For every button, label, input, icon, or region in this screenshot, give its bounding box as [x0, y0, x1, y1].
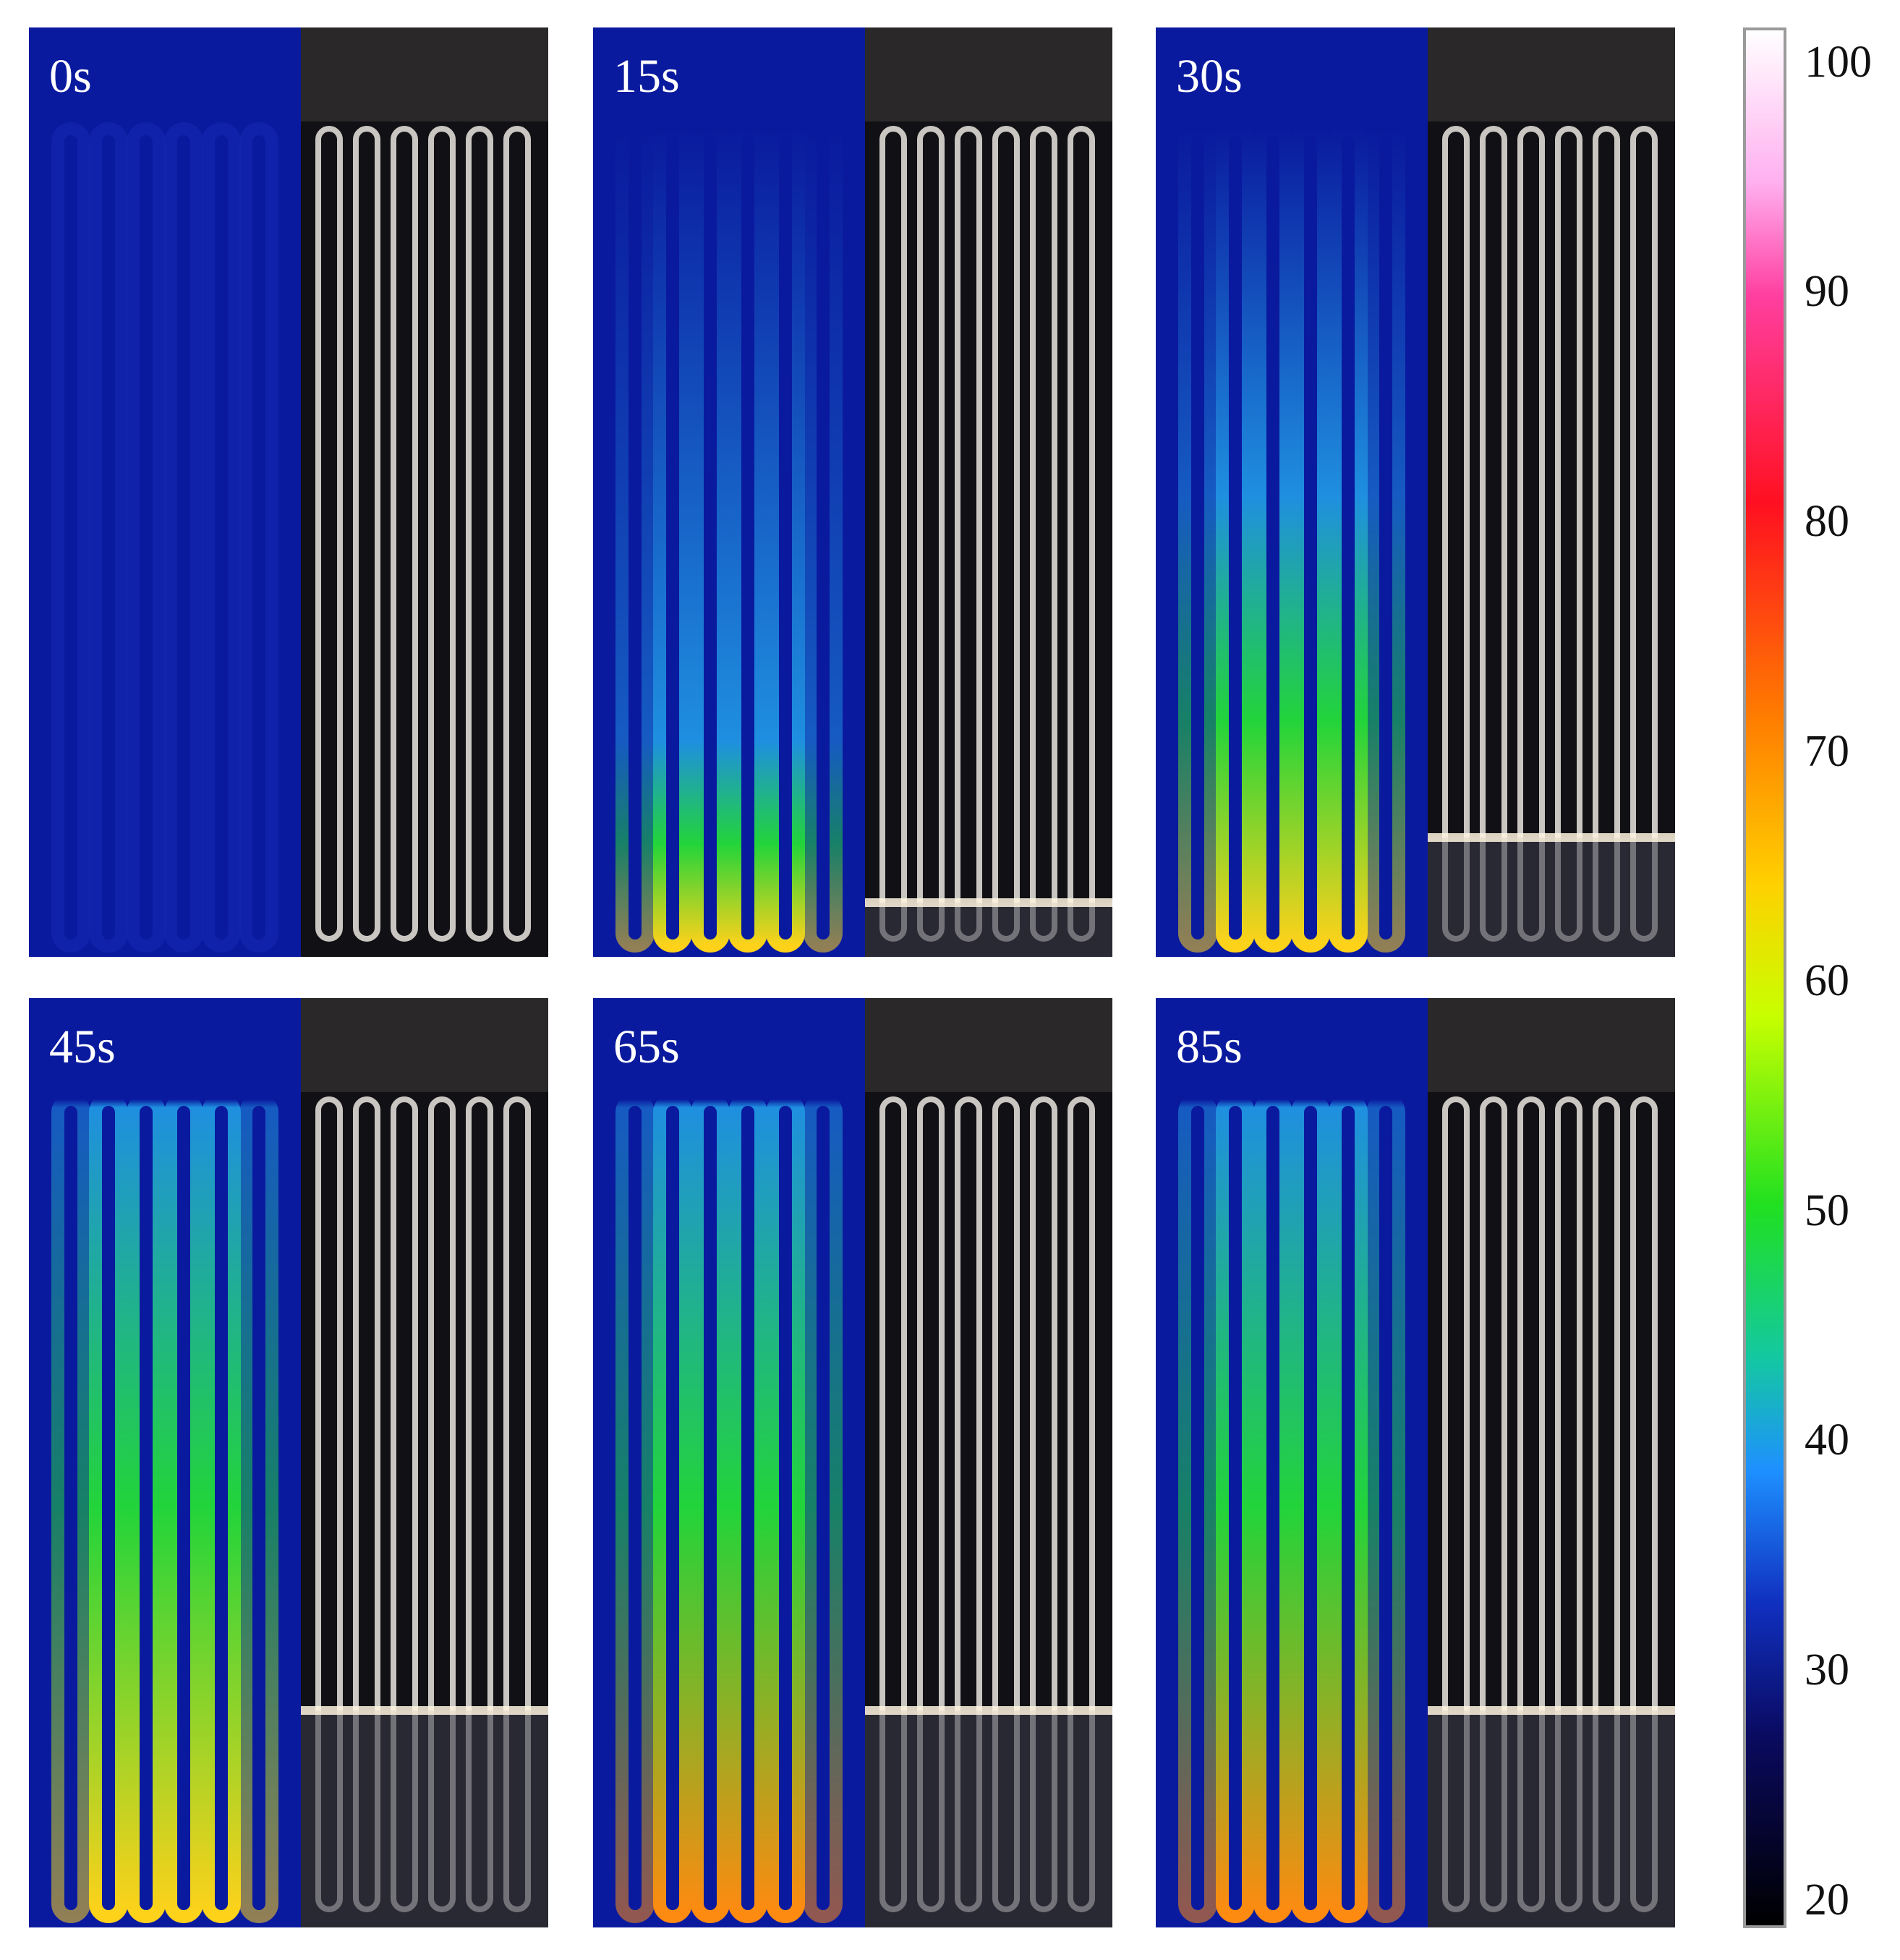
channel-loop: [691, 122, 730, 953]
panel-0s: 0s: [29, 27, 548, 957]
channel-loop: [766, 1093, 805, 1923]
time-label: 85s: [1176, 1021, 1243, 1073]
channel-loop: [164, 1093, 203, 1923]
colorbar-tick: 20: [1805, 1875, 1849, 1925]
channel-loop: [615, 122, 655, 953]
channel-loop: [51, 122, 90, 953]
panel-15s: 15s: [593, 27, 1112, 957]
channel-loop: [1366, 122, 1405, 953]
colorbar-tick: 40: [1805, 1415, 1849, 1465]
channel-loop: [728, 122, 767, 953]
panel-image: [29, 998, 548, 1927]
time-label: 45s: [49, 1021, 116, 1073]
photo-channel: [391, 126, 418, 942]
photo-channel: [428, 126, 456, 942]
channel-loop: [1253, 122, 1292, 953]
panel-image: [1156, 27, 1675, 957]
channel-loop: [653, 122, 692, 953]
channel-loop: [239, 122, 278, 953]
photo-channel: [353, 126, 380, 942]
channel-loop: [1291, 1093, 1330, 1923]
channel-loop: [1178, 122, 1217, 953]
channel-loop: [1178, 1093, 1217, 1923]
channel-loop: [202, 1093, 241, 1923]
channel-loop: [1253, 1093, 1292, 1923]
colorbar-tick: 100: [1805, 38, 1872, 87]
channel-loop: [89, 122, 128, 953]
channel-loop: [1291, 122, 1330, 953]
photo-channel: [315, 126, 343, 942]
panel-65s: 65s: [593, 998, 1112, 1927]
channel-loop: [691, 1093, 730, 1923]
channel-loop: [127, 122, 166, 953]
time-label: 0s: [49, 50, 92, 103]
photo-channel: [466, 126, 493, 942]
colorbar-tick: 50: [1805, 1186, 1849, 1235]
channel-loop: [615, 1093, 655, 1923]
panel-30s: 30s: [1156, 27, 1675, 957]
channel-loop: [1216, 1093, 1255, 1923]
channel-loop: [1329, 1093, 1368, 1923]
channel-loop: [127, 1093, 166, 1923]
panel-image: [593, 27, 1112, 957]
colorbar-tick: 30: [1805, 1645, 1849, 1695]
channel-loop: [89, 1093, 128, 1923]
colorbar-tick: 70: [1805, 727, 1849, 776]
channel-loop: [51, 1093, 90, 1923]
channel-loop: [653, 1093, 692, 1923]
channel-loop: [1329, 122, 1368, 953]
panel-85s: 85s: [1156, 998, 1675, 1927]
channel-loop: [202, 122, 241, 953]
colorbar-tick: 80: [1805, 497, 1849, 546]
time-label: 15s: [613, 50, 680, 103]
channel-loop: [1216, 122, 1255, 953]
panel-45s: 45s: [29, 998, 548, 1927]
channel-loop: [804, 122, 843, 953]
channel-loop: [239, 1093, 278, 1923]
panel-image: [593, 998, 1112, 1927]
channel-loop: [728, 1093, 767, 1923]
channel-loop: [1366, 1093, 1405, 1923]
channel-loop: [804, 1093, 843, 1923]
channel-loop: [766, 122, 805, 953]
time-label: 30s: [1176, 50, 1243, 103]
colorbar-tick: 60: [1805, 956, 1849, 1005]
channel-loop: [164, 122, 203, 953]
temperature-colorbar: [1743, 27, 1786, 1928]
time-label: 65s: [613, 1021, 680, 1073]
photo-channel: [503, 126, 531, 942]
colorbar-tick: 90: [1805, 267, 1849, 316]
panel-image: [1156, 998, 1675, 1927]
panel-image: [29, 27, 548, 957]
